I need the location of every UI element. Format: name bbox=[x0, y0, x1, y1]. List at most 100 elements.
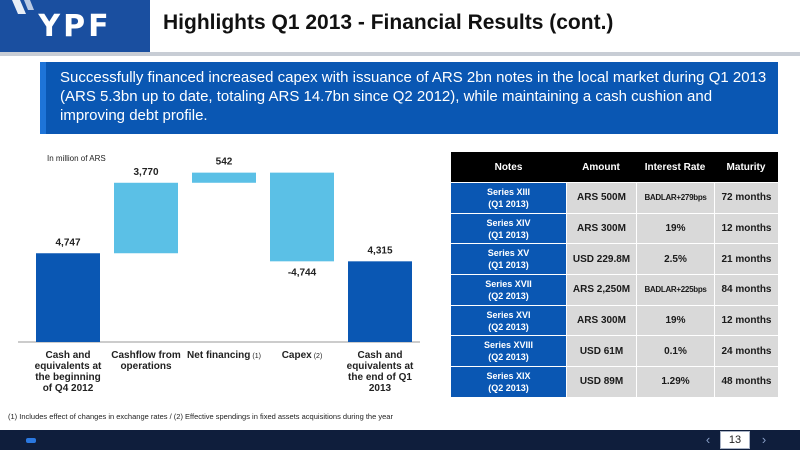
waterfall-bar bbox=[36, 253, 100, 342]
category-label: Net financing (1) bbox=[187, 350, 261, 361]
bar-value-label: -4,744 bbox=[288, 267, 317, 278]
table-row: Series XVII (Q2 2013) ARS 2,250M BADLAR+225… bbox=[451, 274, 778, 305]
logo-text: YPF bbox=[38, 8, 112, 44]
note-line: Series XIX bbox=[486, 370, 531, 381]
amount-cell: USD 89M bbox=[566, 366, 636, 397]
header-amount: Amount bbox=[566, 152, 636, 182]
note-line: (Q2 2013) bbox=[488, 382, 529, 393]
bar-value-label: 4,747 bbox=[55, 237, 80, 248]
table-row: Series XVI (Q2 2013) ARS 300M 19% 12 months bbox=[451, 304, 778, 336]
note-line: (Q2 2013) bbox=[488, 352, 529, 363]
amount-cell: USD 229.8M bbox=[566, 243, 636, 275]
header: YPF Highlights Q1 2013 - Financial Resul… bbox=[0, 0, 800, 52]
note-line: (Q1 2013) bbox=[488, 198, 529, 209]
category-label-line: of Q4 2012 bbox=[43, 383, 94, 394]
waterfall-bar bbox=[348, 261, 412, 342]
rate-cell: 19% bbox=[636, 212, 714, 244]
table-row: Series XIII (Q1 2013) ARS 500M BADLAR+279bp… bbox=[451, 182, 778, 213]
maturity-cell: 12 months bbox=[714, 304, 778, 336]
summary-banner: Successfully financed increased capex wi… bbox=[40, 62, 778, 134]
category-label: Cash and equivalents at the end of Q1 2013 bbox=[347, 350, 414, 394]
category-label-line: Capex bbox=[282, 350, 312, 361]
note-cell: Series XV (Q1 2013) bbox=[451, 243, 566, 275]
maturity-cell: 84 months bbox=[714, 274, 778, 305]
header-interest-rate: Interest Rate bbox=[636, 152, 714, 182]
category-label-line: equivalents at bbox=[347, 361, 414, 372]
note-cell: Series XIV (Q1 2013) bbox=[451, 212, 566, 244]
table-row: Series XVIII (Q2 2013) USD 61M 0.1% 24 month… bbox=[451, 335, 778, 367]
chevron-right-icon[interactable]: › bbox=[761, 432, 767, 447]
category-label-line: Cash and bbox=[357, 350, 402, 361]
chevron-left-icon[interactable]: ‹ bbox=[705, 432, 711, 447]
category-label: Cashflow from operations bbox=[111, 350, 181, 372]
waterfall-bar bbox=[192, 172, 256, 183]
note-line: Series XVI bbox=[486, 309, 531, 320]
maturity-cell: 48 months bbox=[714, 366, 778, 397]
bar-value-label: 4,315 bbox=[367, 245, 392, 256]
category-label-line: 2013 bbox=[369, 383, 392, 394]
page-title: Highlights Q1 2013 - Financial Results (… bbox=[163, 11, 614, 34]
amount-cell: ARS 500M bbox=[566, 182, 636, 213]
category-label-line: Cashflow from bbox=[111, 350, 181, 361]
note-line: Series XVIII bbox=[483, 340, 534, 351]
category-label-line: equivalents at bbox=[35, 361, 102, 372]
category-footnote-marker: (1) bbox=[252, 353, 261, 360]
logo-stripes-icon bbox=[12, 0, 34, 14]
rate-cell: 1.29% bbox=[636, 366, 714, 397]
table-row: Series XV (Q1 2013) USD 229.8M 2.5% 21 month… bbox=[451, 243, 778, 275]
footnote: (1) Includes effect of changes in exchan… bbox=[8, 412, 393, 421]
table-row: Series XIV (Q1 2013) ARS 300M 19% 12 months bbox=[451, 212, 778, 244]
table-header-row: Notes Amount Interest Rate Maturity bbox=[451, 152, 778, 182]
notes-table: Notes Amount Interest Rate Maturity Seri… bbox=[451, 152, 778, 397]
category-label: Cash and equivalents at the beginning of Q4… bbox=[35, 350, 102, 394]
ypf-logo: YPF bbox=[0, 0, 150, 52]
note-line: Series XV bbox=[487, 248, 530, 259]
note-line: (Q2 2013) bbox=[488, 321, 529, 332]
waterfall-bar bbox=[114, 182, 178, 254]
bar-value-label: 542 bbox=[216, 157, 233, 168]
header-notes: Notes bbox=[451, 152, 566, 182]
note-cell: Series XVII (Q2 2013) bbox=[451, 274, 566, 305]
amount-cell: ARS 300M bbox=[566, 304, 636, 336]
category-label: Capex (2) bbox=[282, 350, 323, 361]
header-maturity: Maturity bbox=[714, 152, 778, 182]
category-label-line: the end of Q1 bbox=[348, 372, 412, 383]
footer-logo-mark bbox=[26, 438, 36, 443]
note-line: Series XVII bbox=[485, 278, 532, 289]
rate-cell: 19% bbox=[636, 304, 714, 336]
category-footnote-marker: (2) bbox=[314, 353, 323, 360]
footer-bar bbox=[0, 430, 800, 450]
note-cell: Series XIX (Q2 2013) bbox=[451, 366, 566, 397]
note-line: Series XIV bbox=[486, 217, 531, 228]
note-cell: Series XVIII (Q2 2013) bbox=[451, 335, 566, 367]
category-label-line: Cash and bbox=[45, 350, 90, 361]
maturity-cell: 12 months bbox=[714, 212, 778, 244]
maturity-cell: 72 months bbox=[714, 182, 778, 213]
rate-cell: BADLAR+279bps bbox=[636, 182, 714, 213]
amount-cell: ARS 300M bbox=[566, 212, 636, 244]
rate-cell: 2.5% bbox=[636, 243, 714, 275]
note-cell: Series XVI (Q2 2013) bbox=[451, 304, 566, 336]
waterfall-bar bbox=[270, 172, 334, 262]
note-cell: Series XIII (Q1 2013) bbox=[451, 182, 566, 213]
note-line: (Q1 2013) bbox=[488, 229, 529, 240]
page-number: 13 bbox=[720, 431, 750, 449]
note-line: Series XIII bbox=[486, 186, 531, 197]
note-line: (Q2 2013) bbox=[488, 290, 529, 301]
amount-cell: ARS 2,250M bbox=[566, 274, 636, 305]
rate-cell: 0.1% bbox=[636, 335, 714, 367]
bar-value-label: 3,770 bbox=[133, 167, 158, 178]
header-divider bbox=[0, 52, 800, 56]
chart-unit-label: In million of ARS bbox=[47, 154, 106, 163]
maturity-cell: 21 months bbox=[714, 243, 778, 275]
category-label-line: the beginning bbox=[35, 372, 101, 383]
amount-cell: USD 61M bbox=[566, 335, 636, 367]
category-label-line: Net financing bbox=[187, 350, 250, 361]
summary-text: Successfully financed increased capex wi… bbox=[60, 69, 767, 124]
rate-cell: BADLAR+225bps bbox=[636, 274, 714, 305]
note-line: (Q1 2013) bbox=[488, 260, 529, 271]
table-row: Series XIX (Q2 2013) USD 89M 1.29% 48 months bbox=[451, 366, 778, 397]
maturity-cell: 24 months bbox=[714, 335, 778, 367]
category-label-line: operations bbox=[120, 361, 172, 372]
